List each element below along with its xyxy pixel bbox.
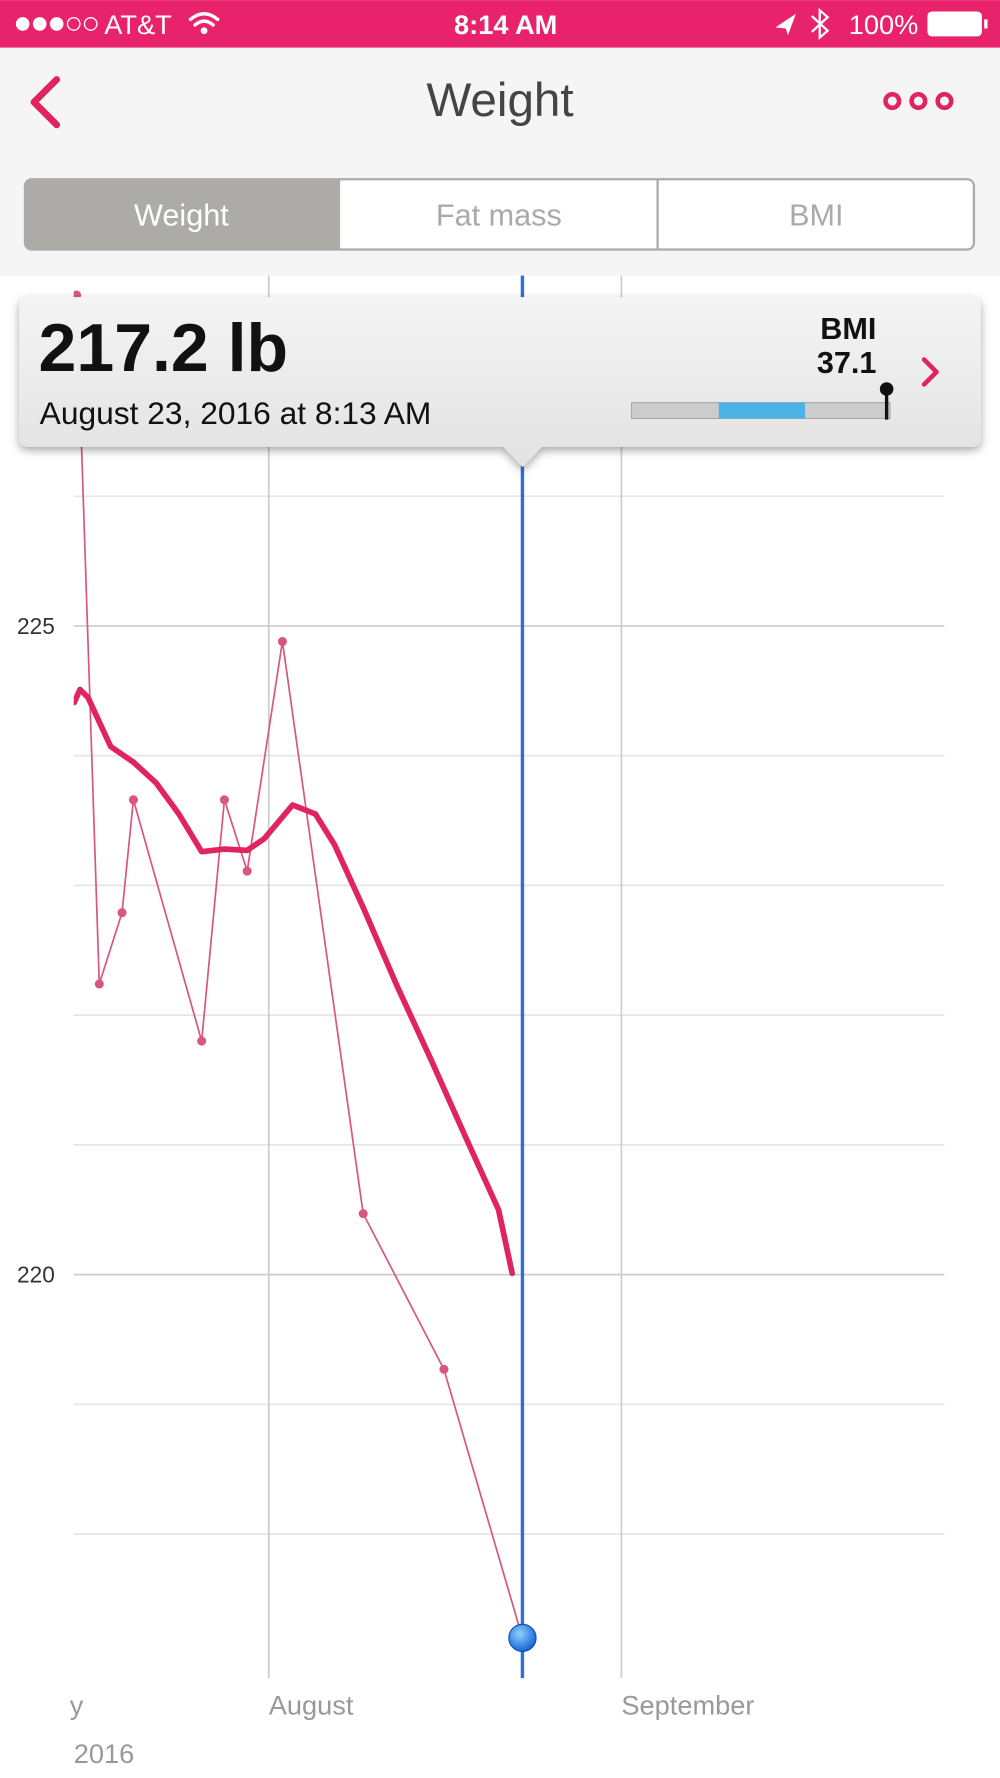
segmented-control: Weight Fat mass BMI	[23, 178, 976, 251]
bmi-value: 37.1	[817, 346, 877, 380]
bluetooth-icon	[811, 7, 830, 40]
clock: 8:14 AM	[454, 9, 557, 40]
data-point	[197, 1036, 207, 1046]
tooltip-value: 217.2 lb	[39, 310, 289, 386]
tooltip-date: August 23, 2016 at 8:13 AM	[40, 395, 432, 431]
x-tick-label: y	[70, 1689, 84, 1720]
data-point	[358, 1209, 368, 1219]
data-point	[128, 795, 138, 805]
more-button[interactable]	[883, 91, 954, 111]
x-tick-label: August	[269, 1689, 354, 1720]
signal	[15, 17, 98, 31]
tab-label: Weight	[134, 199, 229, 233]
data-point	[277, 636, 287, 647]
chart: 220 225 y August September 2016	[17, 275, 945, 1769]
back-button[interactable]	[30, 76, 61, 129]
y-tick-label: 220	[17, 1262, 55, 1288]
data-point	[439, 1364, 449, 1374]
tooltip: 217.2 lb August 23, 2016 at 8:13 AM BMI …	[19, 297, 981, 468]
carrier: AT&T	[104, 9, 172, 40]
data-point	[94, 979, 104, 989]
tab-label: BMI	[789, 199, 843, 233]
data-point	[242, 866, 252, 876]
battery-level: 100%	[849, 9, 919, 40]
y-tick-label: 225	[17, 613, 55, 639]
bmi-scale	[630, 382, 894, 420]
year-label: 2016	[74, 1738, 135, 1769]
selected-point	[508, 1623, 537, 1653]
wifi-icon	[188, 12, 220, 35]
data-point	[219, 795, 229, 805]
x-tick-label: September	[621, 1689, 754, 1720]
plot-area	[73, 275, 945, 1679]
data-line	[73, 686, 516, 1277]
page-title: Weight	[426, 74, 573, 127]
bmi-label: BMI	[820, 312, 876, 346]
status-bar	[0, 0, 1000, 48]
detail-chevron[interactable]	[921, 357, 939, 387]
tab-label: Fat mass	[436, 199, 562, 233]
location-icon	[775, 13, 796, 36]
battery-icon	[927, 11, 988, 37]
data-point	[117, 908, 127, 918]
